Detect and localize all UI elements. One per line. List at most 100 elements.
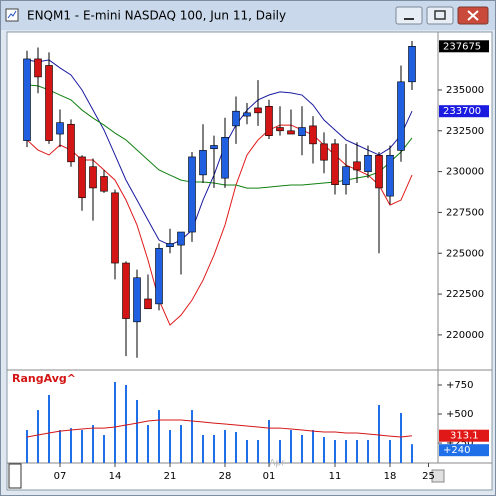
candle-body: [309, 125, 317, 145]
range-average: [26, 419, 413, 438]
candle-body: [78, 156, 86, 199]
icon-graph: [7, 10, 17, 19]
range-bar: [356, 440, 358, 463]
x-tick-label: 01: [263, 471, 276, 482]
range-bar: [301, 435, 303, 463]
x-tick-label: 18: [384, 471, 397, 482]
indicator-bar-last-label: +240: [443, 445, 470, 456]
range-bar: [125, 385, 127, 463]
range-bar: [169, 430, 171, 463]
maximize-button[interactable]: [426, 6, 454, 25]
corner-box: [431, 469, 445, 483]
indicator-y-tick-label: +750: [446, 380, 473, 391]
candle-body: [353, 161, 361, 171]
x-tick-label: 11: [329, 471, 342, 482]
range-bar: [48, 394, 50, 463]
candle-body: [177, 231, 185, 246]
range-bar: [81, 430, 83, 463]
candle-body: [89, 166, 97, 189]
candle-body: [408, 45, 416, 83]
x-tick-label: 28: [219, 471, 232, 482]
range-bar: [246, 440, 248, 463]
candle-body: [386, 154, 394, 197]
y-tick-label: 220000: [446, 330, 484, 341]
candle-body: [221, 137, 229, 179]
range-bar: [268, 420, 270, 463]
scroll-box[interactable]: [8, 463, 22, 489]
range-bar: [411, 444, 413, 463]
range-bar: [191, 410, 193, 463]
range-bar: [257, 440, 259, 463]
range-bar: [147, 425, 149, 463]
candle-body: [23, 58, 31, 141]
candle-body: [298, 127, 306, 136]
candle-body: [320, 143, 328, 161]
candle-body: [122, 262, 130, 319]
range-bar: [279, 440, 281, 463]
window-buttons[interactable]: [395, 6, 489, 25]
ma-last-label: 233700: [443, 106, 481, 117]
range-bar: [114, 381, 116, 463]
ma-last-label-box: [439, 105, 489, 118]
range-bar: [345, 440, 347, 463]
maximize-icon: [434, 10, 446, 20]
x-tick-label: 14: [109, 471, 122, 482]
x-tick-label: 21: [164, 471, 177, 482]
range-bar: [213, 435, 215, 463]
range-bar: [37, 410, 39, 463]
candle-body: [67, 123, 75, 163]
x-tick-label: 07: [54, 471, 67, 482]
moving-average: [26, 59, 413, 246]
candle-body: [199, 150, 207, 176]
range-bar: [92, 425, 94, 463]
candle-body: [133, 277, 141, 323]
close-icon: [467, 10, 479, 21]
candle-body: [364, 154, 372, 172]
range-bar: [312, 430, 314, 463]
indicator-y-tick-label: +250: [446, 438, 473, 449]
candle-body: [144, 298, 152, 310]
candle-body: [397, 81, 405, 151]
indicator-title: RangAvg^: [12, 372, 76, 385]
candle-body: [111, 192, 119, 264]
candle-body: [166, 243, 174, 248]
y-tick-label: 225000: [446, 248, 484, 259]
moving-average: [26, 124, 413, 326]
candle-body: [331, 143, 339, 185]
candle-body: [100, 176, 108, 192]
candle-body: [232, 110, 240, 127]
candle-body: [287, 130, 295, 135]
candle-body: [276, 127, 284, 132]
range-bar: [26, 430, 28, 463]
range-bar: [334, 440, 336, 463]
candle-body: [188, 156, 196, 233]
range-bar: [158, 410, 160, 463]
y-tick-label: 232500: [446, 126, 484, 137]
range-bar: [202, 435, 204, 463]
minimize-button[interactable]: [395, 6, 423, 25]
y-tick-label: 227500: [446, 207, 484, 218]
month-label: Apr: [269, 459, 285, 469]
range-bar: [378, 404, 380, 463]
indicator-y-tick-label: +500: [446, 409, 473, 420]
range-bar: [136, 399, 138, 463]
candle-body: [254, 107, 262, 114]
candle-body: [34, 58, 42, 78]
range-bar: [224, 430, 226, 463]
candle-body: [45, 65, 53, 141]
range-bar: [103, 435, 105, 463]
window-title: ENQM1 - E-mini NASDAQ 100, Jun 11, Daily: [27, 9, 286, 23]
last-price-label-box: [439, 40, 489, 53]
x-tick-label: 25: [422, 471, 435, 482]
candle-body: [265, 105, 273, 136]
y-tick-label: 222500: [446, 289, 484, 300]
range-bar: [400, 412, 402, 463]
indicator-line-last-label: 313.1: [450, 431, 479, 442]
range-bar: [70, 428, 72, 463]
indicator-line-last-box: [439, 429, 489, 442]
candle-body: [243, 112, 251, 117]
range-bar: [235, 432, 237, 463]
indicator-bar-last-box: [439, 444, 489, 457]
candle-body: [155, 248, 163, 305]
